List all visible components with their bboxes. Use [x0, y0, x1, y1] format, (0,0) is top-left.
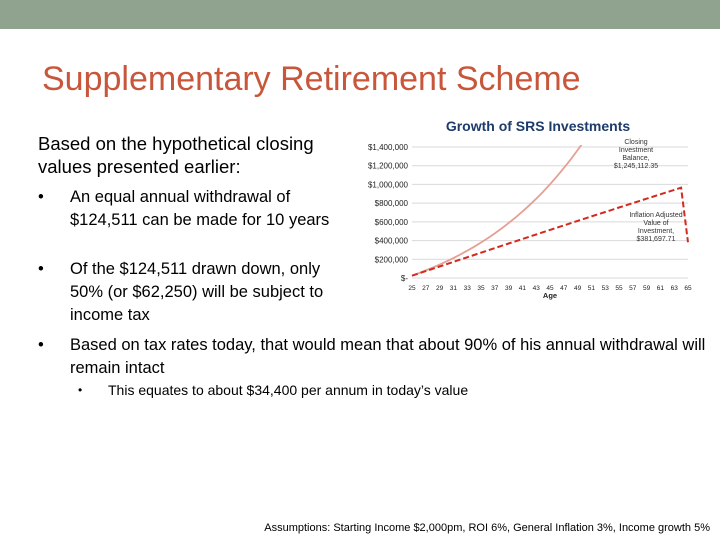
x-tick-label: 39 [505, 285, 513, 292]
x-axis-label: Age [543, 291, 557, 300]
closing-balance-line [411, 145, 583, 277]
sub-bullet: • This equates to about $34,400 per annu… [78, 380, 678, 400]
x-tick-label: 53 [602, 285, 610, 292]
x-tick-label: 49 [574, 285, 582, 292]
y-tick-label: $- [401, 274, 408, 283]
y-tick-label: $400,000 [375, 237, 409, 246]
x-tick-label: 65 [684, 285, 692, 292]
inflation-adjusted-line [411, 186, 689, 277]
x-tick-label: 33 [464, 285, 472, 292]
x-tick-label: 51 [588, 285, 596, 292]
x-tick-label: 25 [408, 285, 416, 292]
x-tick-label: 35 [477, 285, 485, 292]
bullet-text: Of the $124,511 drawn down, only 50% (or… [70, 260, 324, 324]
x-tick-label: 47 [560, 285, 568, 292]
y-tick-label: $200,000 [375, 255, 409, 264]
x-tick-label: 31 [450, 285, 458, 292]
x-tick-label: 59 [643, 285, 651, 292]
bullet-dot: • [38, 336, 44, 354]
intro-text: Based on the hypothetical closing values… [38, 133, 314, 177]
y-tick-label: $800,000 [375, 199, 409, 208]
bullet-withdrawal: • An equal annual withdrawal of $124,511… [38, 186, 338, 232]
x-tick-label: 55 [615, 285, 623, 292]
x-tick-label: 43 [533, 285, 541, 292]
x-tick-label: 45 [546, 285, 554, 292]
y-tick-label: $600,000 [375, 218, 409, 227]
sub-bullet-text: This equates to about $34,400 per annum … [108, 382, 469, 398]
y-tick-label: $1,400,000 [368, 143, 409, 152]
chart-title: Growth of SRS Investments [445, 118, 631, 134]
x-tick-label: 41 [519, 285, 527, 292]
x-tick-label: 63 [671, 285, 679, 292]
x-tick-label: 57 [629, 285, 637, 292]
bullet-dot: • [38, 188, 44, 206]
bullet-text: An equal annual withdrawal of $124,511 c… [70, 188, 330, 229]
y-tick-label: $1,200,000 [368, 162, 409, 171]
closing-balance-label: Closing Investment Balance, $1,245,112.35 [614, 139, 658, 170]
bullet-taxable: • Of the $124,511 drawn down, only 50% (… [38, 258, 338, 327]
bullet-dot: • [38, 260, 44, 278]
x-tick-label: 27 [422, 285, 430, 292]
x-tick-label: 61 [657, 285, 665, 292]
x-tick-label: 29 [436, 285, 444, 292]
y-tick-label: $1,000,000 [368, 180, 409, 189]
sub-bullet-dot: • [78, 383, 83, 397]
growth-chart: $- $200,000 $400,000 $600,000 $800,000 $1,000… [368, 139, 692, 300]
inflation-adjusted-label: Inflation Adjusted Value of Investment, $38… [629, 212, 682, 243]
bullet-tax-rates: • Based on tax rates today, that would m… [38, 334, 710, 380]
assumptions-footer: Assumptions: Starting Income $2,000pm, R… [264, 522, 710, 534]
x-tick-label: 37 [491, 285, 499, 292]
slide-title: Supplementary Retirement Scheme [42, 60, 581, 98]
top-band [0, 0, 720, 29]
bullet-text: Based on tax rates today, that would mea… [70, 336, 706, 377]
